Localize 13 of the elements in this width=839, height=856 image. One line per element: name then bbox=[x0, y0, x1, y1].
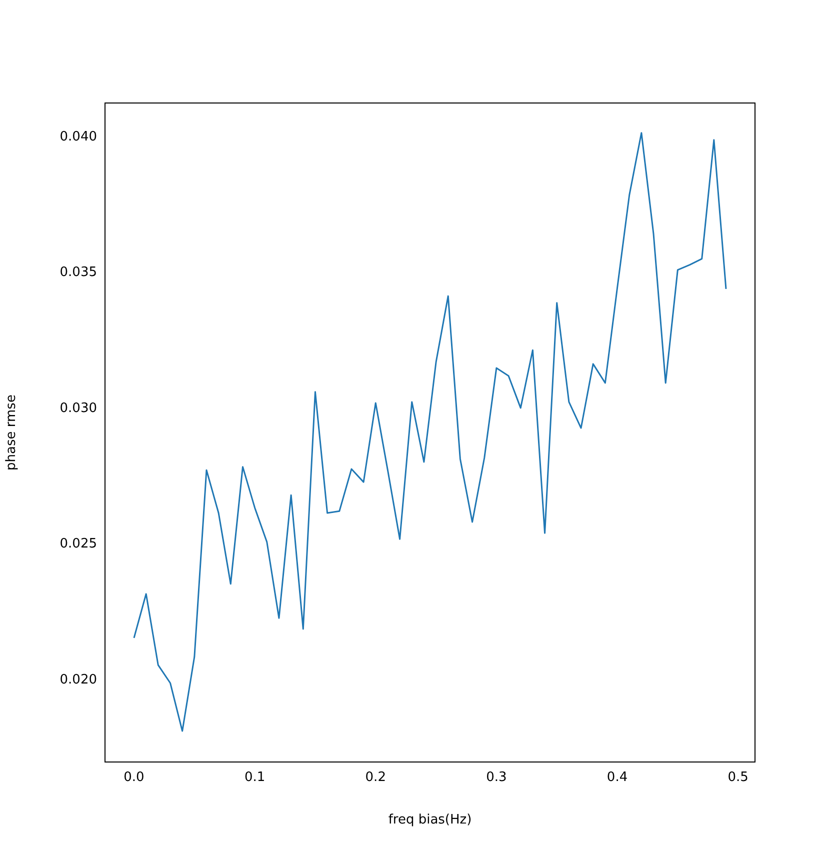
y-axis-title: phase rmse bbox=[4, 394, 20, 470]
y-tick-label: 0.025 bbox=[60, 536, 97, 552]
y-tick-label: 0.040 bbox=[60, 129, 97, 144]
x-tick-label: 0.0 bbox=[124, 770, 144, 786]
x-tick-label: 0.4 bbox=[606, 770, 628, 786]
x-tick-label: 0.1 bbox=[244, 770, 266, 786]
y-tick-label: 0.030 bbox=[60, 400, 97, 416]
y-tick-label: 0.020 bbox=[60, 672, 97, 688]
y-tick-label: 0.035 bbox=[60, 265, 97, 280]
x-tick-label: 0.5 bbox=[728, 770, 748, 786]
x-tick-label: 0.2 bbox=[365, 770, 386, 786]
x-axis-title: freq bias(Hz) bbox=[388, 812, 472, 828]
x-tick-label: 0.3 bbox=[486, 770, 507, 786]
